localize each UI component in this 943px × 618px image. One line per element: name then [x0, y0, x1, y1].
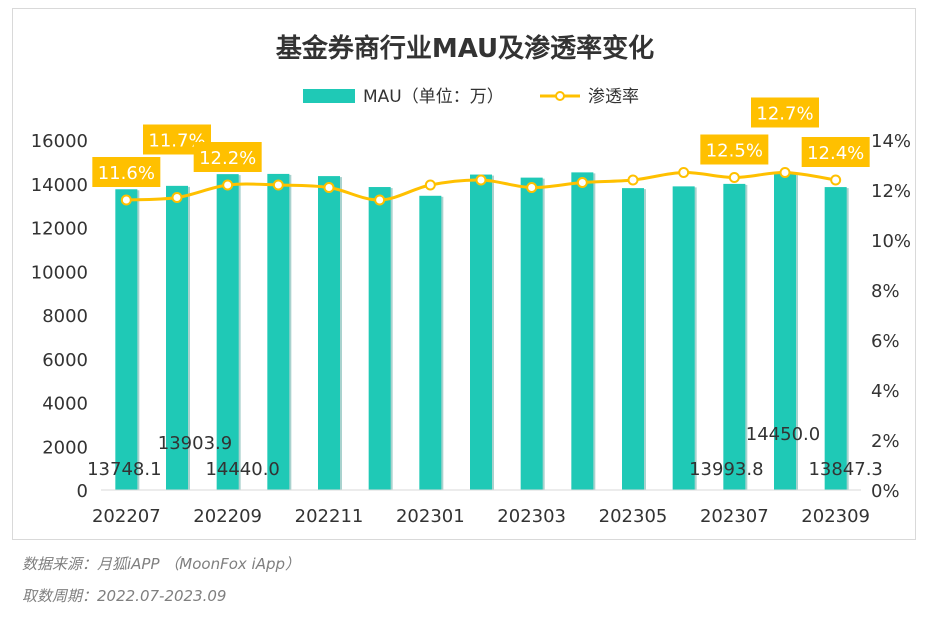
- line-point-202302: [475, 174, 487, 186]
- line-label-box: [92, 157, 161, 187]
- y-right-tick-label: 2%: [871, 431, 900, 452]
- bar-data-label: 13903.9: [158, 433, 232, 454]
- line-point-202211: [323, 182, 335, 193]
- x-tick-label: 202211: [295, 506, 364, 527]
- bar-202211: [318, 176, 340, 490]
- y-right-tick-label: 10%: [871, 231, 911, 252]
- y-right-tick-label: 14%: [871, 131, 911, 152]
- line-point-202208: [171, 192, 183, 203]
- line-label-box: [801, 137, 870, 167]
- line-point-202309: [830, 174, 842, 186]
- line-point-202304: [576, 177, 588, 188]
- line-point-202307: [728, 172, 740, 183]
- bar-202305: [622, 188, 644, 490]
- x-tick-label: 202305: [599, 506, 668, 527]
- line-point-202306: [678, 167, 690, 178]
- bar-data-label: 13847.3: [808, 459, 882, 480]
- line-point-202209: [222, 179, 234, 191]
- y-left-tick-label: 2000: [42, 437, 88, 458]
- data-source-note: 数据来源：月狐iAPP （MoonFox iApp）: [22, 555, 301, 573]
- chart-title: 基金券商行业MAU及渗透率变化: [276, 33, 654, 64]
- bar-data-label: 13993.8: [689, 459, 763, 480]
- y-right-tick-label: 12%: [871, 181, 911, 202]
- line-point-202303: [526, 182, 538, 193]
- bar-202208: [166, 185, 188, 491]
- x-tick-label: 202303: [497, 506, 566, 527]
- bar-202207: [115, 189, 138, 490]
- y-right-tick-label: 8%: [871, 281, 900, 302]
- y-right-tick-label: 0%: [871, 481, 900, 502]
- line-data-label: 11.7%: [148, 131, 205, 152]
- legend-bar-label: MAU（单位：万）: [363, 87, 504, 107]
- bar-202209: [216, 174, 239, 490]
- y-left-tick-label: 0: [77, 481, 88, 502]
- line-point-202305: [627, 174, 639, 186]
- x-tick-label: 202207: [92, 506, 161, 527]
- data-period-note: 取数周期：2022.07-2023.09: [22, 587, 227, 605]
- bar-202308: [774, 173, 796, 490]
- line-data-label: 12.2%: [199, 148, 256, 169]
- line-point-202210: [272, 179, 284, 191]
- y-left-tick-label: 12000: [31, 219, 88, 240]
- y-left-tick-label: 10000: [31, 262, 88, 283]
- bar-202210: [267, 173, 290, 490]
- line-label-box: [193, 142, 262, 172]
- x-tick-label: 202301: [396, 506, 465, 527]
- line-point-202207: [120, 194, 132, 206]
- bar-202309: [824, 187, 847, 490]
- bar-202212: [368, 187, 391, 490]
- y-left-tick-label: 16000: [31, 131, 88, 152]
- bar-data-label: 14440.0: [205, 459, 279, 480]
- line-data-label: 12.4%: [807, 143, 864, 164]
- chart-frame: 基金券商行业MAU及渗透率变化 MAU（单位：万） 渗透率 0 2000 4000 6000…: [12, 8, 916, 540]
- line-label-box: [700, 134, 769, 165]
- y-left-tick-label: 14000: [31, 175, 88, 196]
- legend-bar-swatch: [303, 89, 355, 103]
- y-left-tick-label: 6000: [42, 350, 88, 371]
- legend-line-label: 渗透率: [588, 87, 639, 107]
- y-left-tick-label: 8000: [42, 306, 88, 327]
- x-tick-label: 202209: [193, 506, 262, 527]
- bar-data-label: 13748.1: [87, 459, 161, 480]
- line-point-202301: [424, 179, 436, 191]
- bar-202304: [571, 172, 594, 490]
- x-tick-label: 202309: [801, 506, 870, 527]
- line-point-202308: [779, 167, 791, 178]
- legend-line-marker: [555, 91, 565, 101]
- line-label-box: [751, 97, 819, 128]
- line-data-label: 12.5%: [706, 141, 763, 162]
- y-left-tick-label: 4000: [42, 394, 88, 415]
- bar-202306: [672, 186, 695, 490]
- bar-data-label: 14450.0: [746, 424, 820, 445]
- line-point-202212: [374, 194, 386, 206]
- y-right-tick-label: 6%: [871, 331, 900, 352]
- y-right-tick-label: 4%: [871, 381, 900, 402]
- x-tick-label: 202307: [700, 506, 769, 527]
- chart: 基金券商行业MAU及渗透率变化 MAU（单位：万） 渗透率 0 2000 4000 6000…: [31, 33, 911, 527]
- bar-202302: [470, 174, 492, 490]
- line-data-label: 11.6%: [98, 163, 155, 184]
- bar-202303: [520, 177, 543, 490]
- bar-202307: [723, 183, 746, 490]
- bar-202301: [419, 195, 442, 490]
- line-data-label: 12.7%: [756, 104, 813, 125]
